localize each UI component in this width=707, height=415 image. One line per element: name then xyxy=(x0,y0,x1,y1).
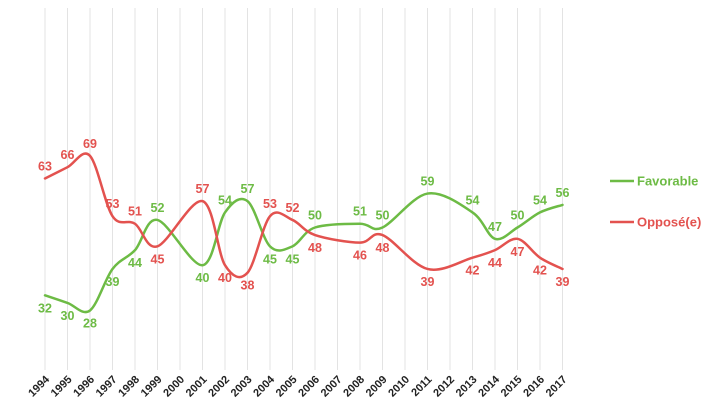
x-tick-label: 2004 xyxy=(251,373,277,399)
data-label: 51 xyxy=(128,205,142,219)
data-label: 39 xyxy=(556,275,570,289)
data-label: 30 xyxy=(61,309,75,323)
x-tick-label: 1999 xyxy=(139,374,165,400)
x-tick-label: 2016 xyxy=(521,374,547,400)
data-label: 45 xyxy=(151,252,165,266)
data-label: 59 xyxy=(421,175,435,189)
legend-label: Favorable xyxy=(637,174,698,189)
x-tick-label: 2013 xyxy=(454,374,480,400)
data-label: 50 xyxy=(376,209,390,223)
data-label: 54 xyxy=(218,193,232,207)
data-label: 39 xyxy=(421,275,435,289)
data-label: 53 xyxy=(106,197,120,211)
data-label: 48 xyxy=(308,241,322,255)
data-label: 40 xyxy=(196,271,210,285)
x-tick-label: 1997 xyxy=(94,374,120,400)
data-label: 45 xyxy=(286,252,300,266)
x-tick-label: 2009 xyxy=(364,374,390,400)
x-tick-label: 2002 xyxy=(206,374,232,400)
data-label: 45 xyxy=(263,252,277,266)
data-label: 42 xyxy=(466,264,480,278)
data-label: 54 xyxy=(533,193,547,207)
grid-lines xyxy=(44,8,563,370)
x-tick-label: 2015 xyxy=(499,374,525,400)
data-label: 52 xyxy=(286,201,300,215)
data-label: 40 xyxy=(218,271,232,285)
x-tick-label: 2005 xyxy=(274,374,300,400)
data-label: 50 xyxy=(308,209,322,223)
data-label: 69 xyxy=(83,137,97,151)
x-tick-label: 1998 xyxy=(116,374,142,400)
data-label: 56 xyxy=(556,186,570,200)
x-tick-label: 2011 xyxy=(409,374,434,399)
data-label: 39 xyxy=(106,275,120,289)
x-axis-ticks: 1994199519961997199819992000200120022003… xyxy=(26,373,569,399)
x-tick-label: 2000 xyxy=(161,374,187,400)
series-line xyxy=(43,192,564,314)
x-tick-label: 1996 xyxy=(71,374,97,400)
x-tick-label: 2012 xyxy=(431,374,457,400)
x-tick-label: 2008 xyxy=(341,374,367,400)
data-label: 66 xyxy=(61,148,75,162)
data-label: 28 xyxy=(83,316,97,330)
data-label: 44 xyxy=(488,256,502,270)
legend: Favorable Opposé(e) xyxy=(610,174,701,230)
x-tick-label: 1994 xyxy=(26,373,52,399)
data-label: 57 xyxy=(241,182,255,196)
data-label: 32 xyxy=(38,301,52,315)
data-label: 46 xyxy=(353,249,367,263)
data-label: 50 xyxy=(511,209,525,223)
data-label: 57 xyxy=(196,182,210,196)
data-label: 44 xyxy=(128,256,142,270)
x-tick-label: 2017 xyxy=(544,374,570,400)
data-label: 54 xyxy=(466,193,480,207)
x-tick-label: 1995 xyxy=(49,374,75,400)
x-tick-label: 2014 xyxy=(476,373,502,399)
data-label: 42 xyxy=(533,264,547,278)
x-tick-label: 2007 xyxy=(319,374,345,400)
series-line xyxy=(43,152,564,279)
data-label: 51 xyxy=(353,205,367,219)
x-tick-label: 2010 xyxy=(386,374,412,400)
data-label: 38 xyxy=(241,279,255,293)
x-tick-label: 2003 xyxy=(229,374,255,400)
legend-label: Opposé(e) xyxy=(637,215,701,230)
series-lines xyxy=(43,152,564,314)
data-label: 52 xyxy=(151,201,165,215)
data-label: 48 xyxy=(376,241,390,255)
data-label: 53 xyxy=(263,197,277,211)
data-label: 47 xyxy=(511,245,525,259)
data-label: 63 xyxy=(38,159,52,173)
data-label: 47 xyxy=(488,220,502,234)
data-labels: 32 30 28 39 44 52 40 54 57 45 45 50 51 50 59 54 47 50 54 56… xyxy=(38,137,569,331)
x-tick-label: 2001 xyxy=(184,374,210,400)
x-tick-label: 2006 xyxy=(296,374,322,400)
